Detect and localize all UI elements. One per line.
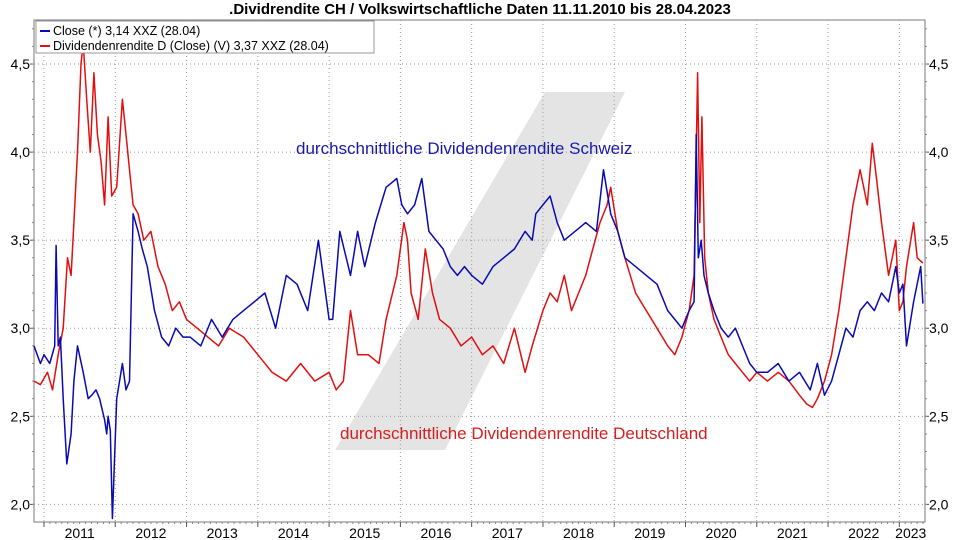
- x-tick-label: 2023: [895, 525, 926, 540]
- y-tick-label-left: 3,0: [11, 320, 31, 336]
- y-tick-label-right: 4,5: [929, 56, 949, 72]
- x-tick-label: 2013: [207, 525, 238, 540]
- y-tick-label-right: 4,0: [929, 144, 949, 160]
- series-line-dividendenrendite-d: [33, 42, 924, 409]
- x-tick-label: 2020: [706, 525, 737, 540]
- y-axis-left: 2,0 2,5 3,0 3,5 4,0 4,5: [11, 28, 34, 512]
- legend: Close (*) 3,14 XXZ (28.04) Dividendenren…: [35, 20, 375, 54]
- series-line-close: [33, 133, 924, 520]
- y-tick-label-left: 4,0: [11, 144, 31, 160]
- x-tick-label: 2016: [420, 525, 451, 540]
- x-tick-label: 2022: [848, 525, 879, 540]
- y-tick-label-right: 3,0: [929, 320, 949, 336]
- y-tick-label-right: 2,5: [929, 408, 949, 424]
- series-layer: [33, 42, 924, 520]
- chart-title: .Dividrendite CH / Volkswirtschaftliche …: [229, 1, 731, 18]
- x-tick-label: 2011: [65, 525, 95, 540]
- x-tick-label: 2014: [278, 525, 309, 540]
- x-axis: 2011 2012 2013 2014 2015 2016 2017 2018 2019 2020…: [43, 522, 927, 540]
- annotation-deutschland: durchschnittliche Dividendenrendite Deut…: [340, 424, 708, 443]
- y-tick-label-left: 2,0: [11, 496, 31, 512]
- x-tick-label: 2021: [777, 525, 808, 540]
- y-tick-label-left: 2,5: [11, 408, 31, 424]
- x-tick-label: 2018: [563, 525, 594, 540]
- legend-entry-dividendenrendite-d: Dividendenrendite D (Close) (V) 3,37 XXZ…: [53, 39, 329, 53]
- annotation-schweiz: durchschnittliche Dividendenrendite Schw…: [296, 139, 632, 158]
- y-tick-label-left: 4,5: [11, 56, 31, 72]
- y-tick-label-left: 3,5: [11, 232, 31, 248]
- watermark: [335, 92, 625, 450]
- x-tick-label: 2017: [492, 525, 523, 540]
- y-tick-label-right: 2,0: [929, 496, 949, 512]
- y-tick-label-right: 3,5: [929, 232, 949, 248]
- legend-entry-close: Close (*) 3,14 XXZ (28.04): [53, 24, 200, 38]
- grid: [34, 20, 925, 522]
- legend-box: [35, 20, 375, 54]
- x-tick-label: 2019: [634, 525, 665, 540]
- x-tick-label: 2015: [349, 525, 380, 540]
- x-tick-label: 2012: [135, 525, 166, 540]
- y-axis-right: 2,0 2,5 3,0 3,5 4,0 4,5: [925, 28, 949, 512]
